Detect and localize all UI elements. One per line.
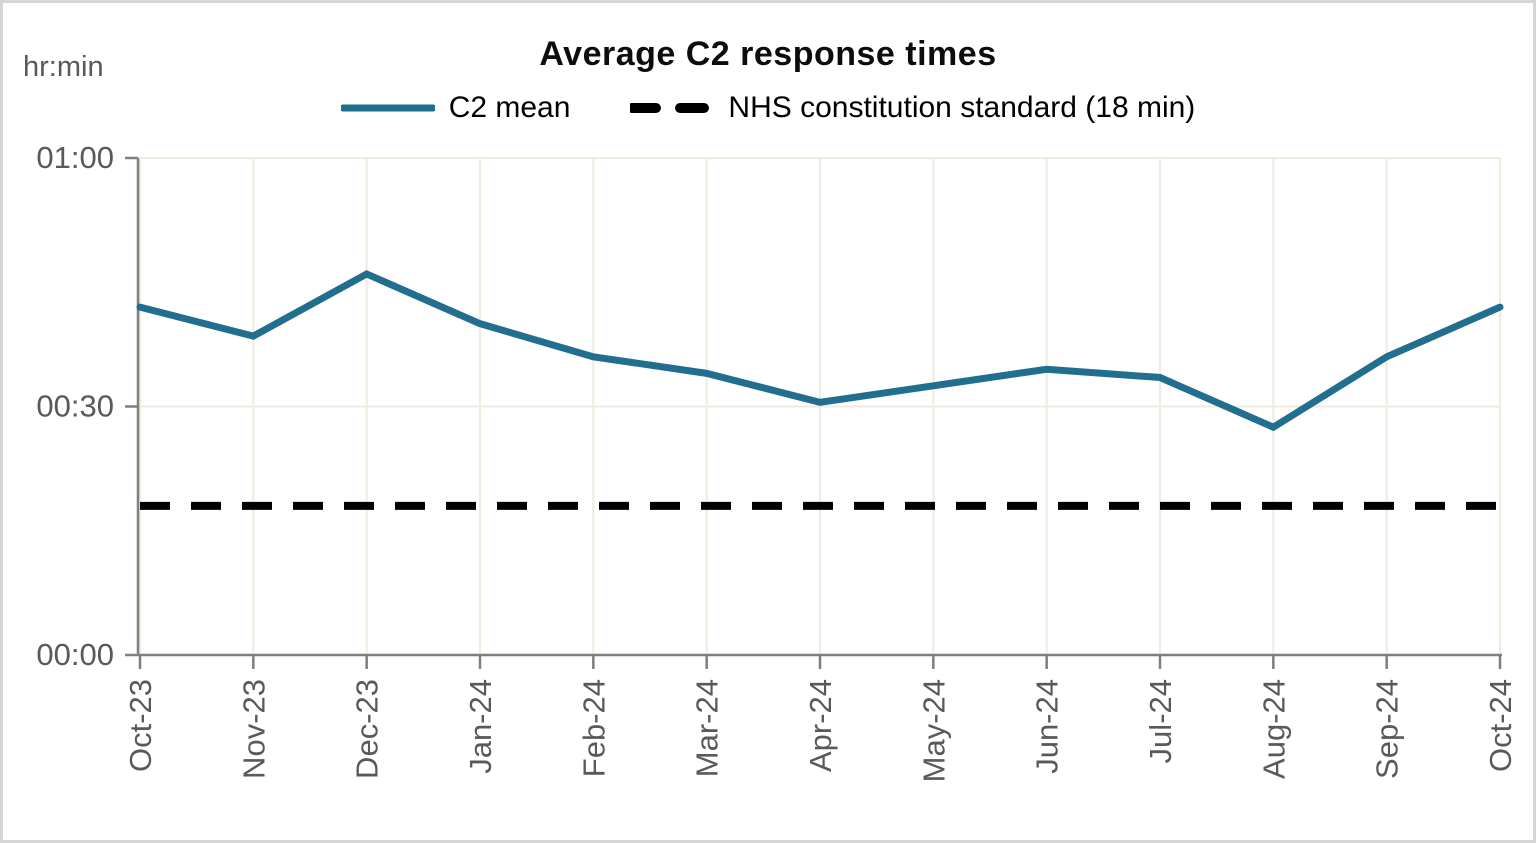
x-axis-tick-label: Nov-23 — [236, 679, 271, 779]
legend: C2 mean NHS constitution standard (18 mi… — [3, 91, 1533, 125]
x-axis-tick-label: Jul-24 — [1143, 679, 1178, 763]
x-axis-tick-label: Mar-24 — [690, 679, 725, 777]
y-axis-tick-label: 00:30 — [36, 389, 114, 424]
x-axis-tick-label: Apr-24 — [803, 679, 838, 772]
c2-mean-line-swatch — [340, 104, 435, 112]
plot-area: 00:00 00:30 01:00 Oct-23 Nov-23 Dec-23 Jan-24 F… — [36, 140, 1518, 782]
legend-item-nhs-standard: NHS constitution standard (18 min) — [630, 91, 1195, 125]
x-axis-tick-label: Feb-24 — [576, 679, 611, 777]
legend-label-nhs-standard: NHS constitution standard (18 min) — [728, 91, 1196, 124]
x-axis-tick-label: Jun-24 — [1030, 679, 1065, 774]
x-axis-tick-label: Sep-24 — [1370, 679, 1405, 779]
x-axis-tick-label: Dec-23 — [350, 679, 385, 779]
y-axis-unit-label: hr:min — [23, 51, 104, 83]
x-axis-tick-label: Jan-24 — [463, 679, 498, 774]
c2-mean-line — [136, 270, 1504, 432]
x-axis-tick-label: May-24 — [916, 679, 951, 782]
x-axis-tick-label: Oct-24 — [1483, 679, 1518, 772]
y-axis-tick-label: 01:00 — [36, 140, 114, 175]
y-axis-tick-label: 00:00 — [36, 637, 114, 672]
legend-item-c2-mean: C2 mean — [340, 91, 571, 125]
legend-label-c2-mean: C2 mean — [448, 91, 571, 124]
x-axis-tick-label: Aug-24 — [1256, 679, 1291, 779]
chart-title: Average C2 response times — [539, 35, 997, 73]
nhs-standard-dash-swatch — [630, 103, 715, 113]
x-axis-tick-label: Oct-23 — [123, 679, 158, 772]
